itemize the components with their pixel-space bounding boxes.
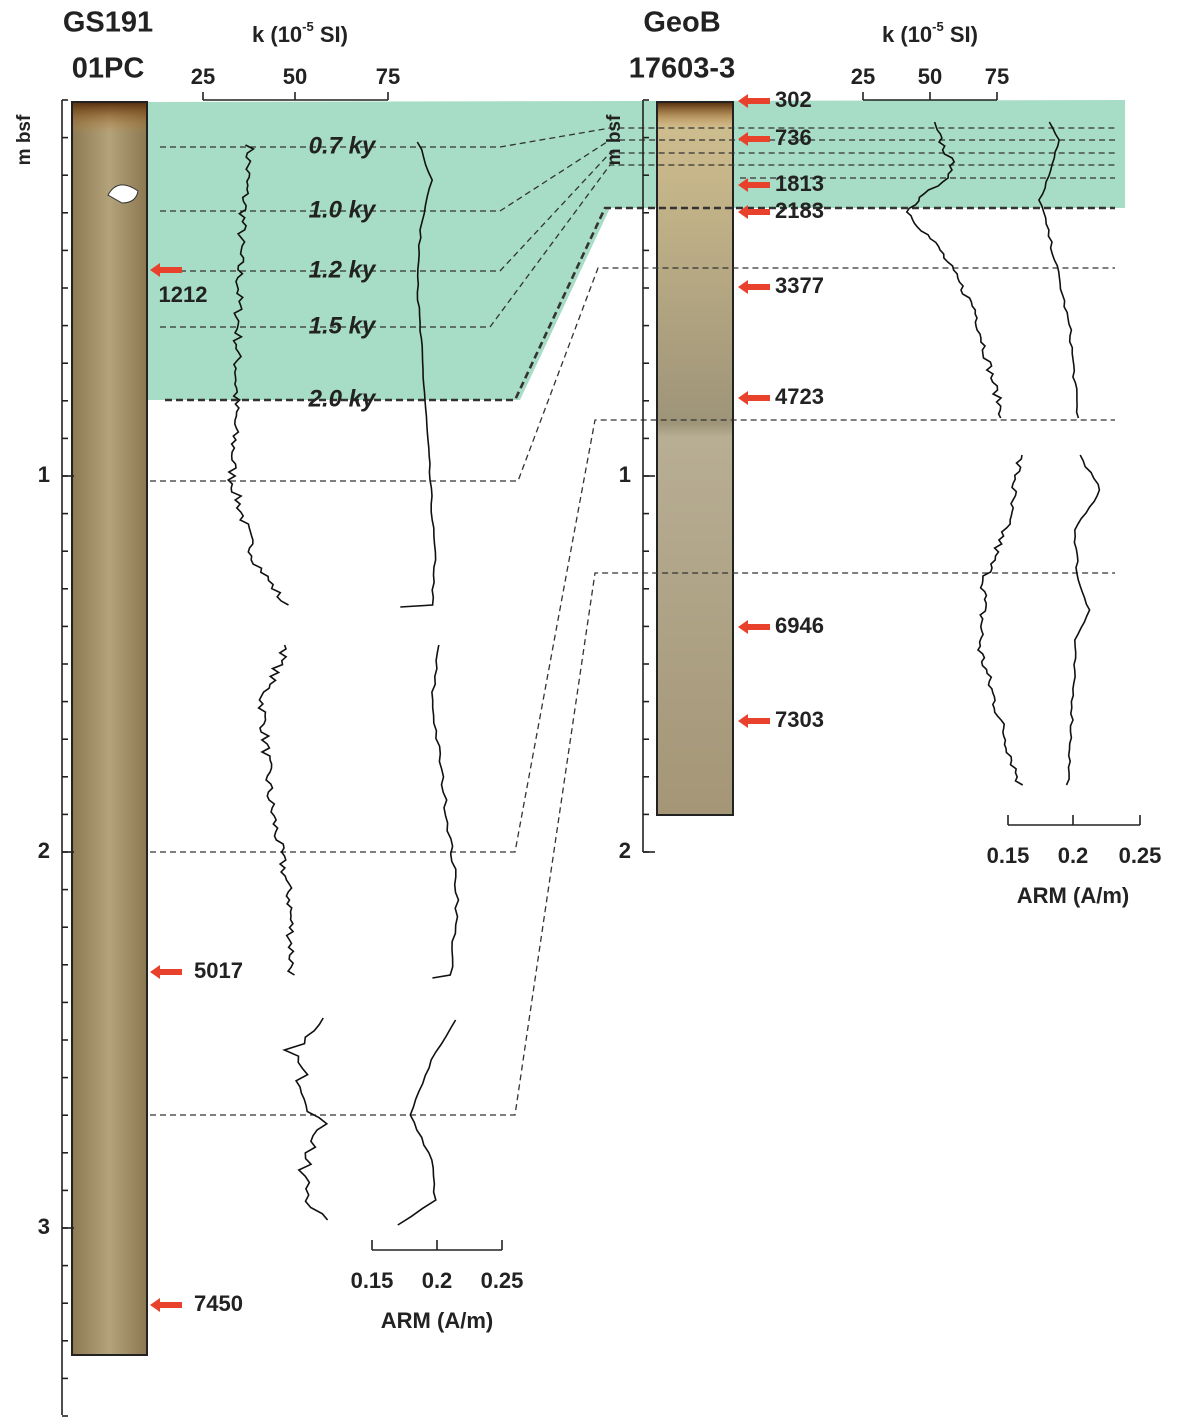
curve [1037, 121, 1080, 419]
correlation-line [165, 206, 1115, 402]
core-title: 01PC [72, 53, 145, 85]
k-tick-label: 75 [376, 64, 400, 89]
k-axis-label: k (10-5 SI) [252, 19, 348, 46]
depth-axis-label: m bsf [604, 114, 625, 165]
curve [905, 121, 1003, 419]
age-label: 0.7 ky [309, 132, 377, 159]
k-label-text: SI) [944, 22, 978, 47]
core-image [71, 101, 148, 1356]
radiocarbon-date: 6946 [775, 613, 824, 638]
correlation-line [150, 572, 1115, 1116]
arm-axis-label: ARM (A/m) [1017, 883, 1129, 908]
age-label: 1.2 ky [309, 256, 377, 283]
radiocarbon-date: 7450 [194, 1291, 243, 1316]
k-axis-label: k (10-5 SI) [882, 19, 978, 46]
core-title: GeoB [643, 7, 720, 39]
curve [282, 1017, 329, 1221]
radiocarbon-date: 2183 [775, 198, 824, 223]
radiocarbon-date: 5017 [194, 958, 243, 983]
curve [1065, 454, 1101, 786]
core-void [107, 184, 139, 204]
correlation-line [160, 139, 1115, 212]
radiocarbon-date: 736 [775, 125, 812, 150]
depth-tick-label: 1 [38, 462, 50, 487]
date-arrow [150, 965, 182, 979]
k-label-text: k (10 [252, 22, 302, 47]
curve [400, 141, 437, 608]
k-tick-label: 25 [191, 64, 215, 89]
radiocarbon-date: 1813 [775, 171, 824, 196]
curve [257, 644, 295, 976]
curve [226, 144, 289, 606]
arm-tick-label: 0.25 [481, 1268, 524, 1293]
arm-tick-label: 0.25 [1119, 843, 1162, 868]
date-arrow [738, 714, 770, 728]
date-arrow [738, 178, 770, 192]
arm-tick-label: 0.2 [422, 1268, 453, 1293]
depth-tick-label: 3 [38, 1214, 50, 1239]
age-label: 2.0 ky [308, 385, 377, 412]
core-title: 17603-3 [629, 53, 735, 85]
depth-tick-label: 1 [619, 462, 631, 487]
correlation-line [150, 267, 1115, 482]
k-label-text: k (10 [882, 22, 932, 47]
radiocarbon-date: 302 [775, 87, 812, 112]
arm-tick-label: 0.15 [987, 843, 1030, 868]
date-arrow [738, 620, 770, 634]
correlation-line [150, 419, 1115, 853]
radiocarbon-date: 4723 [775, 384, 824, 409]
correlation-line [160, 152, 1115, 272]
radiocarbon-date: 7303 [775, 707, 824, 732]
date-arrow [738, 94, 770, 108]
curve [397, 1019, 457, 1226]
k-label-text: SI) [314, 22, 348, 47]
correlation-line [160, 127, 1115, 148]
depth-axis-label: m bsf [14, 114, 35, 165]
date-arrow [738, 205, 770, 219]
k-tick-label: 50 [918, 64, 942, 89]
core-title: GS191 [63, 7, 153, 39]
k-tick-label: 25 [851, 64, 875, 89]
age-label: 1.0 ky [309, 196, 377, 223]
k-label-exponent: -5 [932, 19, 944, 34]
curve [976, 454, 1024, 786]
depth-tick-label: 2 [619, 838, 631, 863]
date-arrow [738, 132, 770, 146]
arm-tick-label: 0.15 [351, 1268, 394, 1293]
radiocarbon-date: 3377 [775, 273, 824, 298]
radiocarbon-date: 1212 [159, 282, 208, 307]
date-arrow [150, 1298, 182, 1312]
arm-axis-label: ARM (A/m) [381, 1308, 493, 1333]
date-arrow [738, 280, 770, 294]
correlation-line [160, 164, 1115, 328]
curve [431, 644, 460, 979]
k-tick-label: 50 [283, 64, 307, 89]
core-top [658, 103, 732, 128]
core-image [656, 101, 734, 816]
age-label: 1.5 ky [309, 312, 377, 339]
core-top [73, 103, 146, 133]
date-arrow [738, 391, 770, 405]
date-arrow [150, 263, 182, 277]
depth-tick-label: 2 [38, 838, 50, 863]
holocene-band [147, 100, 1125, 400]
k-tick-label: 75 [985, 64, 1009, 89]
arm-tick-label: 0.2 [1058, 843, 1089, 868]
k-label-exponent: -5 [302, 19, 314, 34]
